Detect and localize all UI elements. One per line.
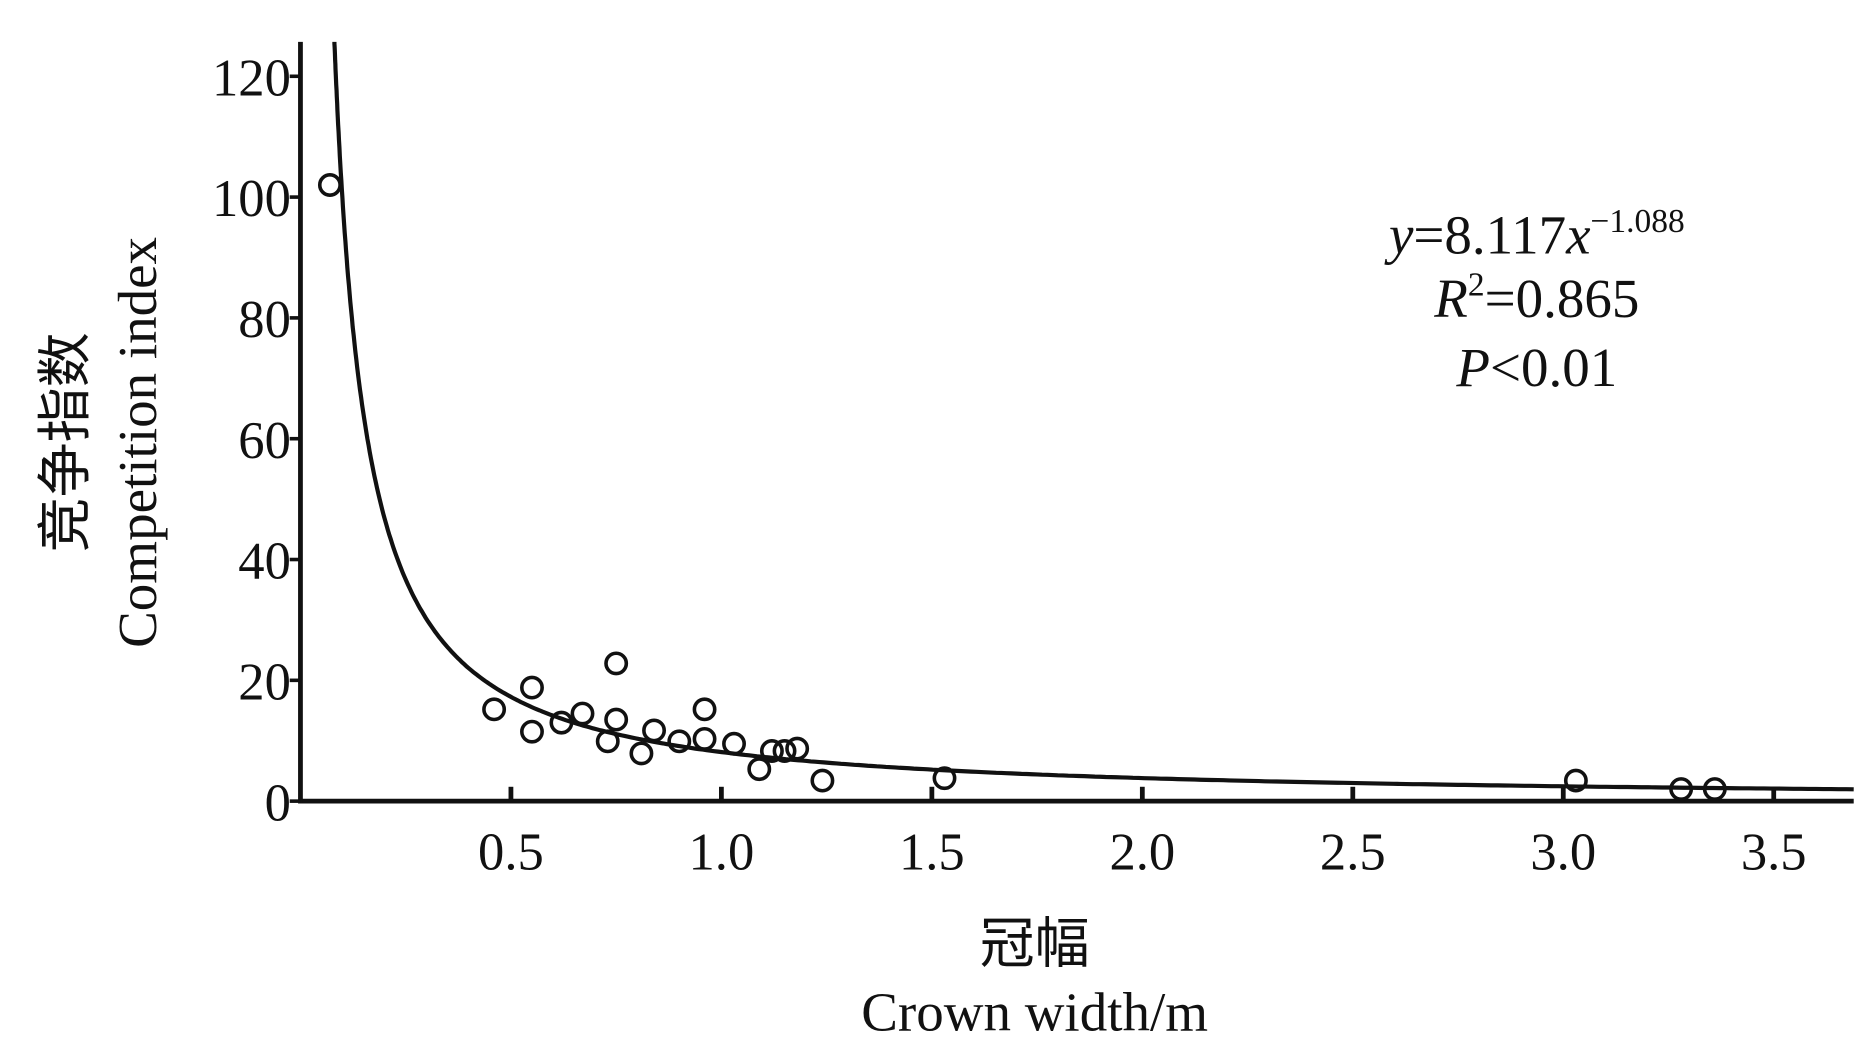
data-point (1702, 777, 1727, 802)
data-point (642, 718, 667, 743)
y-tick-label: 80 (238, 291, 291, 349)
data-point (1563, 768, 1588, 793)
y-axis-title-cn: 竞争指数 (35, 332, 96, 552)
data-point (722, 731, 746, 756)
y-tick-label: 60 (238, 412, 291, 470)
data-point (482, 697, 507, 722)
x-tick-label: 3.0 (1530, 823, 1596, 881)
p-value: P<0.01 (1455, 337, 1617, 398)
data-point (604, 651, 629, 676)
data-point (932, 766, 957, 791)
r-squared: R2=0.865 (1433, 266, 1639, 329)
data-point (667, 729, 692, 754)
axes: 0.5 1.0 1.5 2.0 2.5 3.0 3.5 0 20 40 60 80 100 120 (212, 41, 1854, 881)
y-axis-title-group: 竞争指数 (35, 332, 96, 552)
data-point (549, 710, 574, 735)
y-tick-label: 120 (212, 49, 291, 107)
data-point (1669, 777, 1694, 802)
data-point (810, 768, 835, 793)
data-point (747, 757, 772, 782)
x-tick-label: 1.5 (899, 823, 965, 881)
y-tick-label: 0 (265, 774, 291, 832)
x-tick-label: 2.5 (1320, 823, 1386, 881)
data-point (785, 736, 810, 761)
data-point (759, 739, 784, 763)
x-tick-label: 0.5 (478, 823, 544, 881)
data-point (520, 719, 544, 744)
annotation: y=8.117x−1.088 R2=0.865 P<0.01 (1384, 203, 1685, 398)
data-point (772, 739, 797, 763)
y-axis-title: Competition index (107, 237, 168, 648)
data-point (692, 697, 717, 722)
data-point (604, 707, 629, 732)
data-point (629, 741, 654, 766)
data-point (317, 173, 342, 197)
x-tick-label: 1.0 (689, 823, 755, 881)
x-axis-title: Crown width/m (861, 982, 1208, 1043)
x-axis-title-cn: 冠幅 (980, 914, 1090, 975)
data-points (317, 173, 1727, 802)
fit-curve (332, 41, 1854, 792)
y-tick-label: 20 (238, 653, 291, 711)
x-tick-label: 3.5 (1741, 823, 1807, 881)
y-tick-label: 100 (212, 170, 291, 228)
y-axis-title-group-en: Competition index (107, 237, 168, 648)
y-tick-label: 40 (238, 533, 291, 591)
x-tick-label: 2.0 (1109, 823, 1175, 881)
fit-equation: y=8.117x−1.088 (1384, 203, 1685, 266)
data-point (595, 729, 620, 754)
data-point (520, 675, 544, 700)
data-point (692, 726, 717, 751)
data-point (570, 701, 595, 726)
